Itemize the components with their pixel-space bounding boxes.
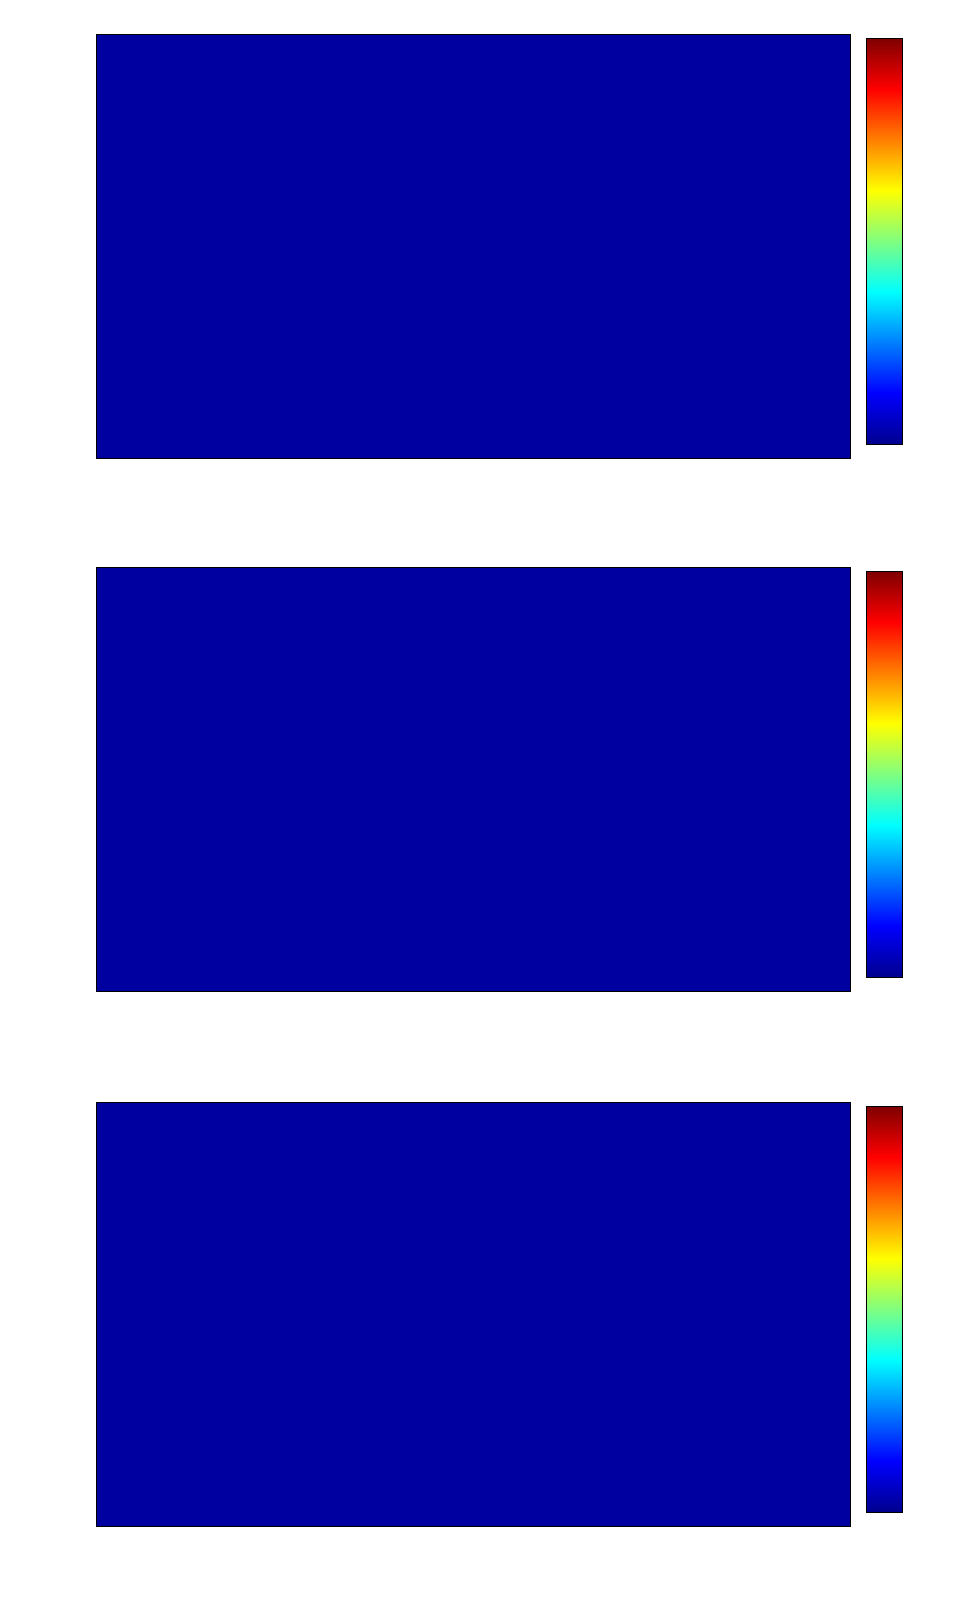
spectrogram-plot-area (96, 1102, 851, 1527)
colorbar (866, 1106, 903, 1513)
spectrogram-panel-paj-n (0, 533, 962, 1066)
spectrogram-canvas (97, 568, 850, 991)
colorbar (866, 571, 903, 978)
spectrogram-panel-paj-e (0, 0, 962, 533)
spectrogram-panel-paj-z (0, 1068, 962, 1601)
spectrogram-canvas (97, 35, 850, 458)
colorbar (866, 38, 903, 445)
spectrogram-plot-area (96, 567, 851, 992)
spectrogram-canvas (97, 1103, 850, 1526)
spectrogram-plot-area (96, 34, 851, 459)
